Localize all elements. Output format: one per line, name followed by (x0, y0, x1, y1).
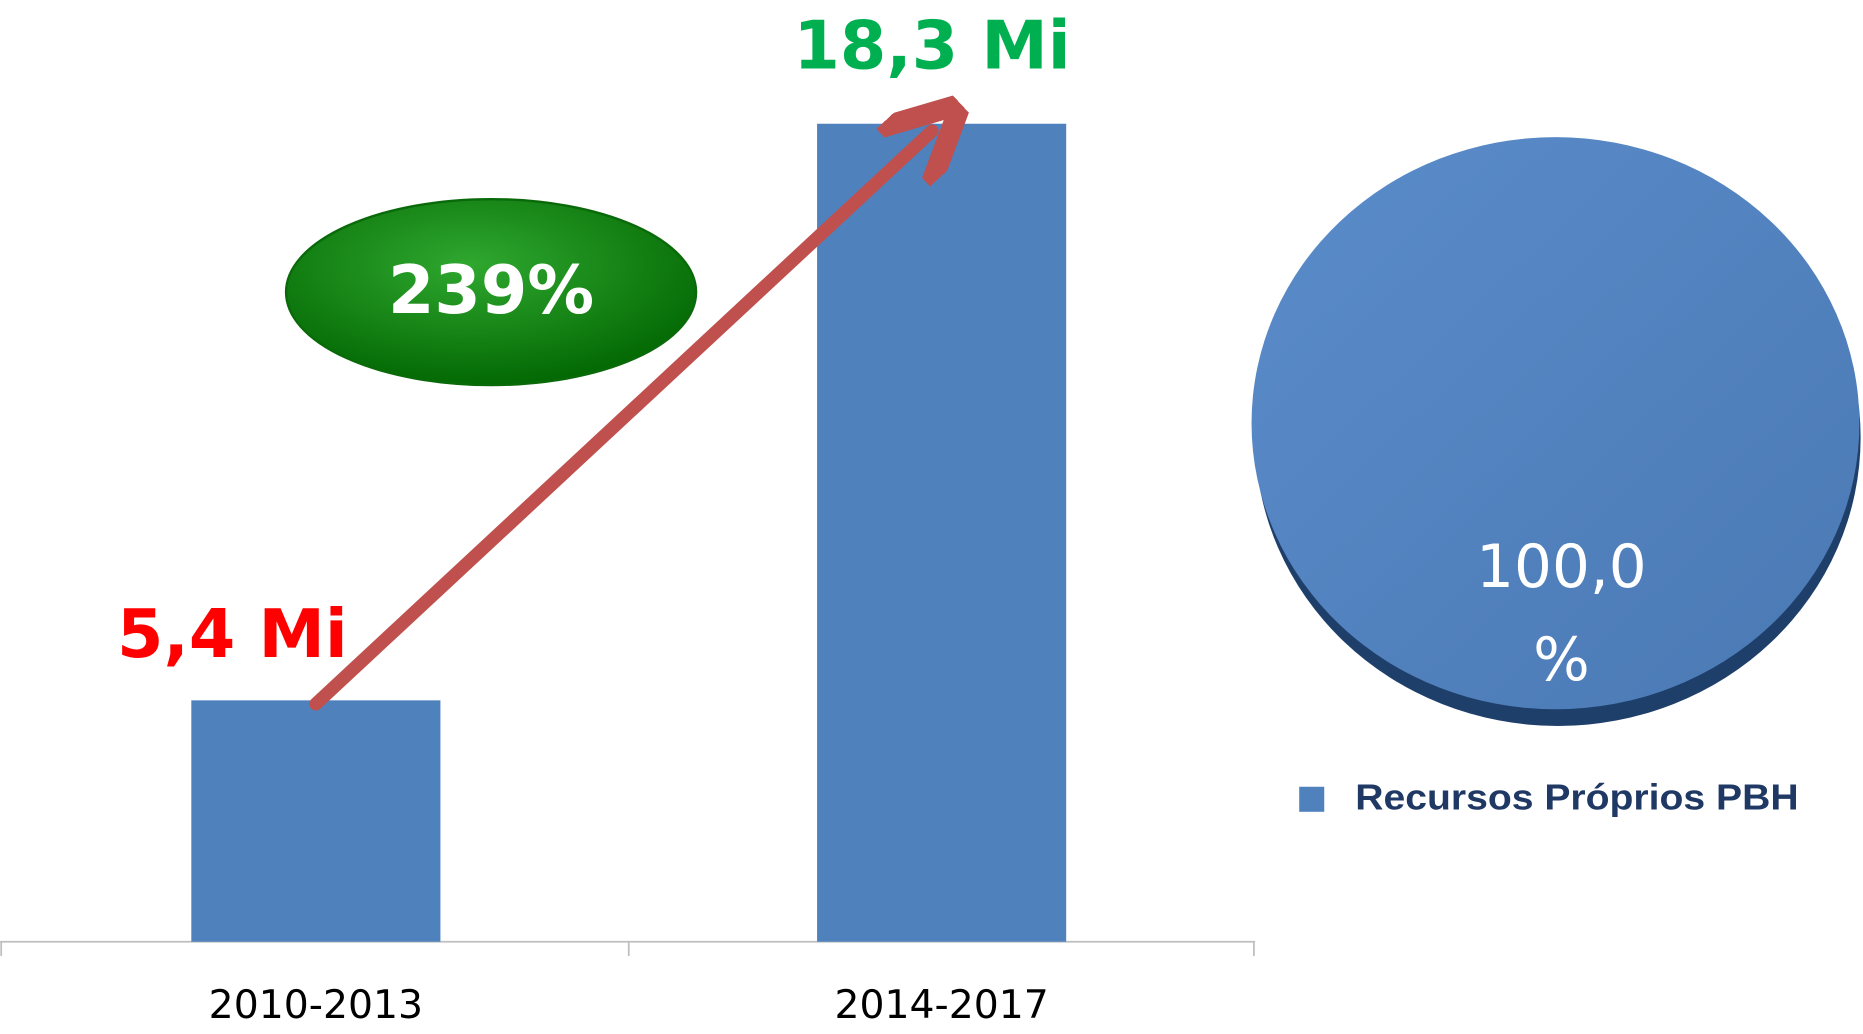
pie-slice (1251, 137, 1860, 710)
legend-swatch (1299, 786, 1325, 812)
bar-chart: 2010-2013 5,4 Mi 2014-2017 18,3 Mi 239% (0, 6, 1256, 1028)
bar (191, 700, 441, 942)
value-label: 18,3 Mi (794, 6, 1071, 84)
slice-label: 100,0% (1476, 532, 1647, 694)
bar (817, 123, 1067, 942)
growth-arrow (309, 131, 932, 711)
growth-badge (284, 197, 698, 387)
x-tick-label: 2010-2013 (209, 982, 423, 1028)
legend-label: Recursos Próprios PBH (1355, 777, 1798, 817)
growth-label: 239% (388, 251, 594, 329)
pie-chart: 100,0 % Recursos Próprios PBH (1251, 137, 1861, 817)
x-tick-label: 2014-2017 (834, 982, 1048, 1028)
value-label: 5,4 Mi (117, 595, 348, 673)
